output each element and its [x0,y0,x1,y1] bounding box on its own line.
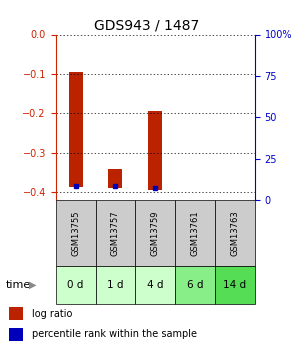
Bar [69,72,83,187]
Bar [56,200,96,266]
Bar [175,200,215,266]
Bar [9,328,23,341]
Text: ▶: ▶ [29,280,37,289]
Text: 6 d: 6 d [187,280,203,289]
Bar [108,169,122,188]
Text: time: time [6,280,31,289]
Text: percentile rank within the sample: percentile rank within the sample [32,329,197,339]
Text: GSM13759: GSM13759 [151,210,160,256]
Bar [215,200,255,266]
Text: GSM13763: GSM13763 [231,210,239,256]
Text: GSM13761: GSM13761 [191,210,200,256]
Text: 4 d: 4 d [147,280,163,289]
Bar [215,266,255,304]
Bar [56,266,96,304]
Text: log ratio: log ratio [32,308,72,318]
Bar [175,266,215,304]
Bar [96,266,135,304]
Bar [135,266,175,304]
Text: 0 d: 0 d [67,280,84,289]
Bar [148,111,162,190]
Bar [96,200,135,266]
Text: GSM13757: GSM13757 [111,210,120,256]
Text: GSM13755: GSM13755 [71,210,80,256]
Text: GDS943 / 1487: GDS943 / 1487 [94,19,199,33]
Text: 14 d: 14 d [224,280,246,289]
Text: 1 d: 1 d [107,280,124,289]
Bar [135,200,175,266]
Bar [9,307,23,320]
